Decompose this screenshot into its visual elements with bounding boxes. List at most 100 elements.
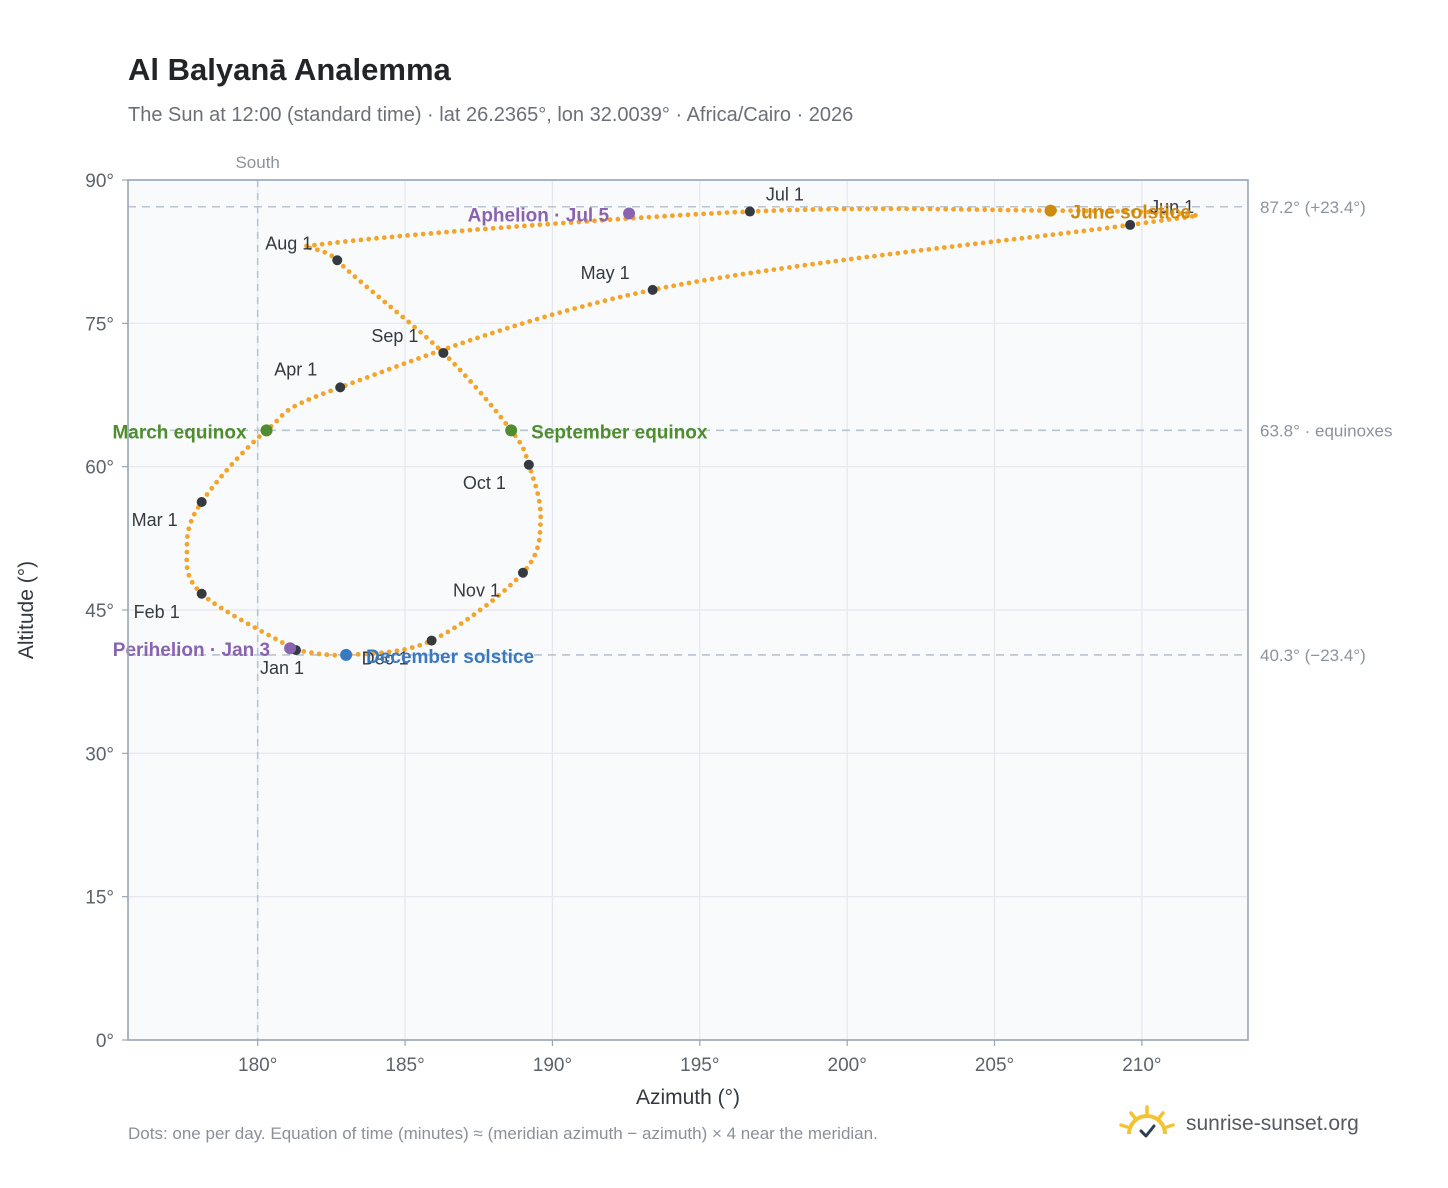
brand[interactable]: sunrise-sunset.org bbox=[1118, 1100, 1359, 1148]
daily-dot bbox=[445, 629, 451, 635]
daily-dot bbox=[513, 577, 519, 583]
daily-dot bbox=[670, 213, 675, 219]
daily-dot bbox=[926, 247, 932, 252]
daily-dot bbox=[576, 219, 582, 225]
daily-dot bbox=[1021, 207, 1027, 213]
x-tick-label: 190° bbox=[533, 1055, 572, 1076]
month-marker bbox=[196, 588, 207, 599]
daily-dot bbox=[872, 253, 877, 259]
daily-dot bbox=[484, 602, 489, 608]
daily-dot bbox=[527, 318, 533, 324]
daily-dot bbox=[1066, 230, 1071, 236]
daily-dot bbox=[299, 400, 305, 406]
month-marker bbox=[332, 255, 343, 266]
daily-dot bbox=[363, 651, 369, 657]
daily-dot bbox=[990, 207, 995, 213]
daily-dot bbox=[358, 279, 364, 285]
daily-dot bbox=[725, 274, 730, 279]
daily-dot bbox=[1037, 208, 1042, 213]
daily-dot bbox=[716, 210, 722, 216]
daily-dot bbox=[935, 206, 941, 212]
daily-dot bbox=[475, 227, 480, 232]
daily-dot bbox=[557, 310, 563, 315]
daily-dot bbox=[903, 249, 908, 255]
daily-dot bbox=[988, 239, 994, 245]
x-tick-label: 200° bbox=[828, 1055, 867, 1076]
chart-title: Al Balyanā Analemma bbox=[128, 52, 451, 87]
meridian-label: South bbox=[235, 153, 279, 172]
footnote: Dots: one per day. Equation of time (min… bbox=[128, 1124, 878, 1143]
daily-dot bbox=[355, 651, 361, 657]
daily-dot bbox=[245, 445, 251, 450]
chart-subtitle: The Sun at 12:00 (standard time) · lat 2… bbox=[128, 104, 854, 126]
daily-dot bbox=[980, 240, 986, 246]
daily-dot bbox=[701, 211, 706, 217]
daily-dot bbox=[625, 292, 631, 298]
daily-dot bbox=[787, 265, 792, 270]
daily-dot bbox=[251, 439, 256, 445]
daily-dot bbox=[1138, 209, 1144, 215]
daily-dot bbox=[1050, 232, 1056, 238]
daily-dot bbox=[471, 612, 477, 618]
daily-dot bbox=[537, 222, 543, 228]
daily-dot bbox=[949, 244, 955, 250]
daily-dot bbox=[212, 601, 218, 607]
daily-dot bbox=[771, 208, 777, 214]
daily-dot bbox=[430, 350, 436, 356]
daily-dot bbox=[445, 345, 451, 351]
daily-dot bbox=[912, 206, 917, 212]
daily-dot bbox=[1104, 225, 1110, 231]
daily-dot bbox=[685, 212, 691, 218]
daily-dot bbox=[329, 253, 335, 259]
daily-dot bbox=[357, 377, 363, 383]
daily-dot bbox=[640, 289, 646, 295]
daily-dot bbox=[1130, 209, 1136, 215]
daily-dot bbox=[1011, 236, 1017, 242]
daily-dot bbox=[1185, 212, 1191, 218]
daily-dot bbox=[523, 453, 529, 459]
daily-dot bbox=[1081, 228, 1087, 234]
daily-dot bbox=[371, 651, 377, 656]
daily-dot bbox=[564, 308, 570, 313]
daily-dot bbox=[857, 206, 863, 212]
daily-dot bbox=[895, 250, 901, 256]
y-tick-label: 30° bbox=[85, 744, 114, 765]
daily-dot bbox=[184, 549, 190, 555]
daily-dot bbox=[189, 579, 195, 585]
daily-dot bbox=[787, 207, 792, 213]
daily-dot bbox=[617, 294, 623, 300]
daily-dot bbox=[482, 333, 488, 338]
daily-dot bbox=[379, 650, 384, 656]
sun-logo-icon bbox=[1119, 1105, 1175, 1138]
daily-dot bbox=[810, 261, 815, 267]
daily-dot bbox=[451, 229, 457, 234]
daily-dot bbox=[610, 296, 615, 302]
daily-dot bbox=[315, 247, 320, 253]
reference-line-label: 63.8° · equinoxes bbox=[1260, 421, 1393, 440]
daily-dot bbox=[1073, 229, 1079, 235]
daily-dot bbox=[538, 514, 544, 520]
daily-dot bbox=[273, 636, 278, 642]
daily-dot bbox=[346, 269, 352, 274]
daily-dot bbox=[919, 206, 925, 212]
daily-dot bbox=[467, 227, 473, 233]
daily-dot bbox=[849, 206, 855, 212]
daily-dot bbox=[1154, 209, 1159, 215]
daily-dot bbox=[204, 492, 210, 497]
daily-dot bbox=[312, 242, 317, 248]
daily-dot bbox=[888, 206, 894, 212]
daily-dot bbox=[366, 236, 372, 242]
month-marker bbox=[523, 459, 534, 470]
daily-dot bbox=[848, 256, 854, 262]
daily-dot bbox=[841, 206, 847, 212]
daily-dot bbox=[503, 421, 509, 426]
daily-dot bbox=[185, 534, 190, 539]
daily-dot bbox=[974, 207, 980, 213]
daily-dot bbox=[413, 232, 418, 238]
daily-dot bbox=[856, 255, 862, 261]
daily-dot bbox=[1027, 235, 1032, 240]
daily-dot bbox=[542, 314, 547, 320]
month-label: Jun 1 bbox=[1150, 197, 1194, 217]
daily-dot bbox=[483, 226, 488, 232]
